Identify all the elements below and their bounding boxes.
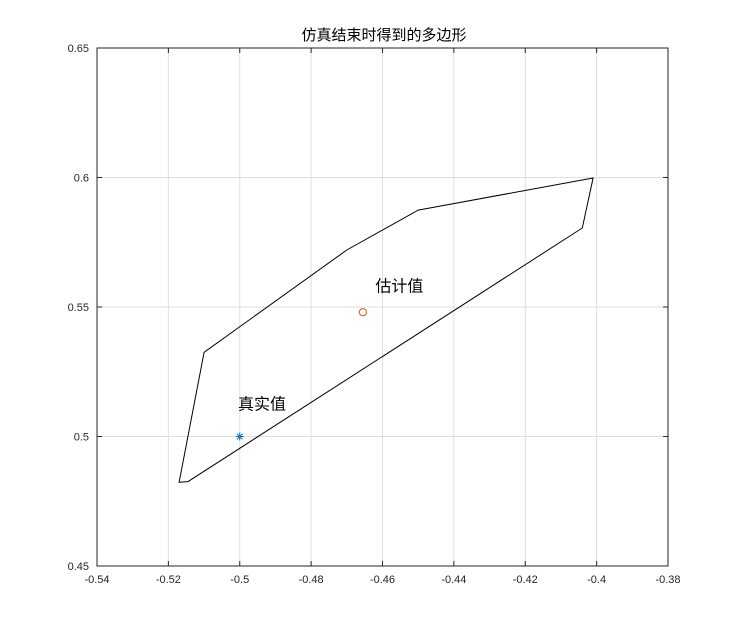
estimate-point xyxy=(358,308,367,317)
true-value-point xyxy=(235,432,244,441)
polygon-outline xyxy=(178,177,594,483)
x-tick-label: -0.4 xyxy=(587,574,606,586)
x-tick-label: -0.54 xyxy=(84,574,109,586)
x-axis: -0.54 -0.52 -0.5 -0.48 -0.46 -0.44 -0.42 -0.4 -0… xyxy=(84,48,681,586)
y-tick-label: 0.55 xyxy=(68,302,89,314)
y-tick-label: 0.6 xyxy=(74,173,89,185)
x-tick-label: -0.5 xyxy=(230,574,249,586)
annotation-label: 真实值 xyxy=(238,394,286,413)
plot-series xyxy=(178,177,594,483)
y-tick-label: 0.45 xyxy=(68,561,89,573)
x-tick-label: -0.48 xyxy=(299,574,324,586)
chart-title: 仿真结束时得到的多边形 xyxy=(301,26,466,44)
x-tick-label: -0.44 xyxy=(441,574,466,586)
annotation-label: 估计值 xyxy=(375,276,423,295)
y-axis: 0.45 0.5 0.55 0.6 0.65 xyxy=(68,43,668,573)
x-tick-label: -0.42 xyxy=(513,574,538,586)
star-stroke xyxy=(236,433,243,440)
x-tick-label: -0.46 xyxy=(370,574,395,586)
grid-lines xyxy=(96,47,669,567)
x-tick-label: -0.52 xyxy=(156,574,181,586)
axes-box xyxy=(96,47,669,567)
y-tick-label: 0.5 xyxy=(74,432,89,444)
y-tick-label: 0.65 xyxy=(68,43,89,55)
x-tick-label: -0.38 xyxy=(655,574,680,586)
